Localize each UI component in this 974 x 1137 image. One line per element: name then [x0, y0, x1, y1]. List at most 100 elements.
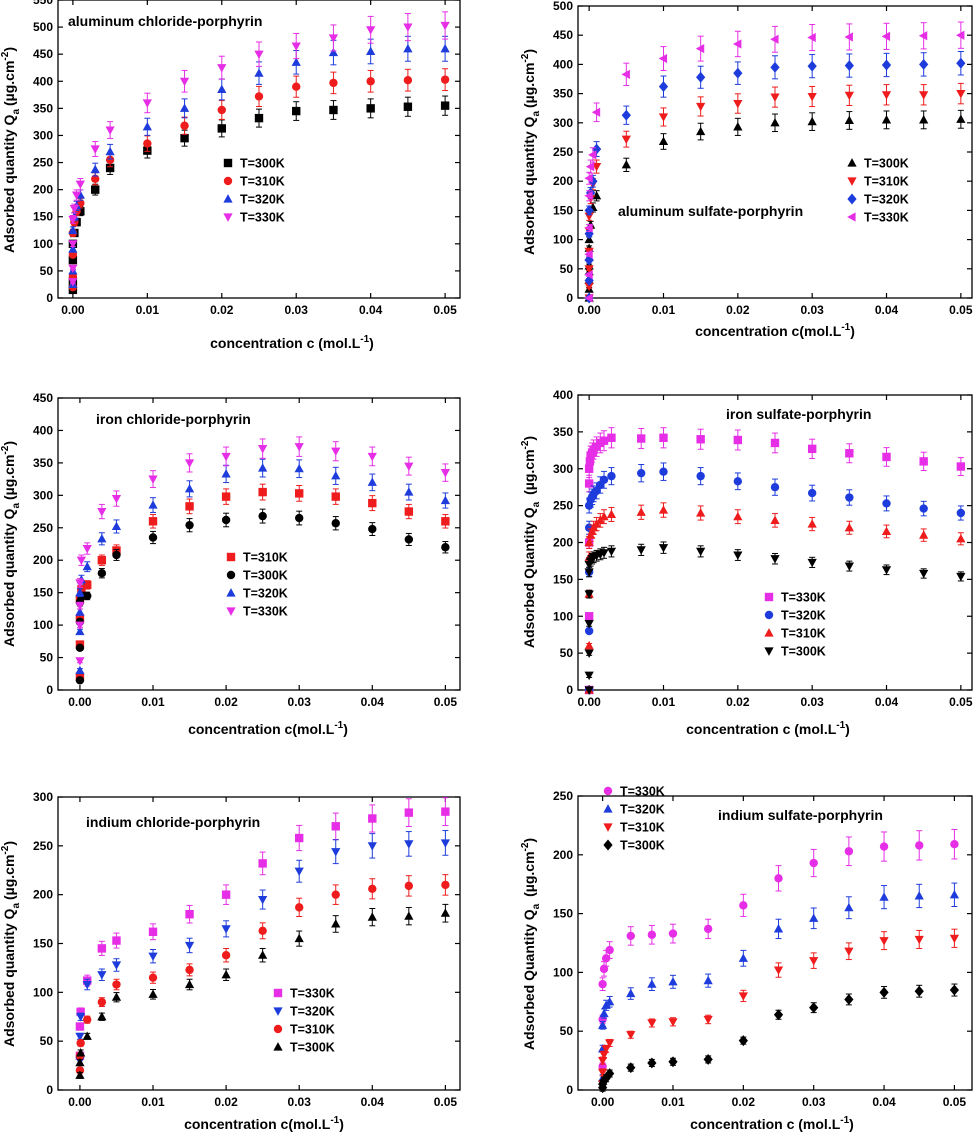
data-point: [184, 459, 195, 468]
data-point: [585, 161, 595, 172]
data-point: [76, 556, 87, 566]
data-point: [82, 980, 92, 990]
data-point: [441, 807, 450, 816]
data-point: [75, 1032, 85, 1042]
data-point: [733, 99, 743, 109]
y-tick-label: 100: [33, 618, 53, 632]
data-point: [658, 544, 669, 553]
data-point: [258, 859, 267, 868]
legend-label: T=310K: [243, 551, 288, 565]
data-point: [919, 58, 929, 70]
data-point: [919, 457, 928, 466]
data-point: [584, 223, 593, 233]
x-tick-label: 0.04: [872, 1095, 896, 1109]
chart-2: 0.00 0.01 0.02 0.03 0.04 0.05 0 50 100 150 200 250 3…: [520, 0, 973, 339]
x-tick-label: 0.05: [949, 695, 973, 709]
data-point: [148, 533, 158, 542]
data-point: [621, 135, 631, 144]
x-tick-label: 0.05: [434, 695, 458, 709]
legend-marker: [847, 193, 857, 205]
y-axis-label: Adsorbed quantity Qa(µg.cm-2): [0, 841, 22, 1047]
data-point: [404, 507, 414, 516]
legend-marker: [603, 823, 613, 832]
data-point: [366, 26, 376, 35]
data-point: [440, 839, 451, 848]
legend-entry: T=320K: [273, 1005, 335, 1019]
legend-entry: T=320K: [223, 193, 285, 207]
data-point: [142, 121, 152, 131]
legend-marker: [226, 552, 236, 562]
data-point: [295, 513, 304, 523]
data-point: [733, 511, 743, 521]
data-point: [668, 929, 678, 938]
data-point: [919, 115, 929, 124]
legend-entry: T=300K: [223, 157, 285, 171]
legend-entry: T=300K: [603, 839, 665, 853]
data-point: [148, 500, 158, 509]
legend-label: T=330K: [781, 591, 826, 605]
x-tick-label: 0.05: [433, 303, 457, 317]
legend-entry: T=300K: [226, 569, 288, 583]
legend-marker: [764, 610, 774, 620]
data-point: [696, 126, 706, 136]
data-point: [809, 1002, 819, 1014]
data-point: [112, 936, 121, 945]
data-point: [68, 240, 78, 249]
data-point: [91, 185, 100, 194]
data-point: [696, 102, 706, 112]
data-point: [331, 519, 340, 528]
data-point: [844, 32, 853, 42]
legend-entry: T=330K: [764, 591, 826, 605]
data-point: [111, 961, 122, 970]
data-point: [733, 122, 743, 131]
data-point: [97, 944, 107, 953]
data-point: [329, 78, 338, 88]
legend-label: T=320K: [620, 803, 665, 817]
data-point: [331, 919, 341, 928]
legend-marker: [223, 158, 233, 168]
legend-entry: T=330K: [223, 211, 285, 225]
data-point: [621, 109, 631, 121]
data-point: [112, 550, 121, 560]
legend-marker: [223, 194, 233, 203]
x-tick-label: 0.01: [141, 1095, 165, 1109]
data-point: [184, 484, 195, 493]
legend-entry: T=310K: [273, 1023, 335, 1037]
data-point: [440, 21, 450, 31]
data-point: [956, 462, 966, 471]
legend-label: T=330K: [620, 785, 665, 799]
legend-entry: T=320K: [764, 609, 826, 623]
legend-entry: T=310K: [226, 551, 288, 565]
data-point: [68, 215, 78, 225]
legend-marker: [603, 804, 613, 813]
data-point: [584, 265, 594, 274]
data-point: [185, 910, 194, 919]
data-point: [403, 75, 413, 85]
data-point: [111, 521, 122, 531]
y-tick-label: 250: [33, 156, 53, 170]
data-point: [75, 587, 85, 597]
data-point: [366, 46, 376, 56]
data-point: [601, 954, 611, 963]
chart-title: iron chloride-porphyrin: [96, 411, 251, 427]
data-point: [949, 889, 960, 899]
y-tick-label: 150: [553, 907, 573, 921]
y-axis-label: Adsorbed quantity Qa(µg.cm-2): [0, 47, 22, 253]
data-point: [75, 665, 85, 675]
data-point: [879, 937, 889, 946]
data-point: [606, 547, 617, 557]
data-point: [738, 992, 748, 1001]
data-point: [605, 1068, 615, 1079]
data-point: [956, 30, 965, 40]
chart-5: 0.00 0.01 0.02 0.03 0.04 0.05 0 50 100 150 200 250 3…: [0, 790, 461, 1132]
data-point: [292, 82, 301, 91]
data-point: [626, 931, 635, 941]
y-tick-label: 500: [553, 0, 573, 13]
data-point: [295, 833, 304, 843]
x-tick-label: 0.01: [661, 1095, 685, 1109]
data-point: [294, 867, 304, 877]
series-T=310K: [598, 928, 960, 1089]
legend-marker: [226, 588, 236, 597]
data-point: [148, 475, 158, 484]
data-point: [221, 469, 231, 478]
